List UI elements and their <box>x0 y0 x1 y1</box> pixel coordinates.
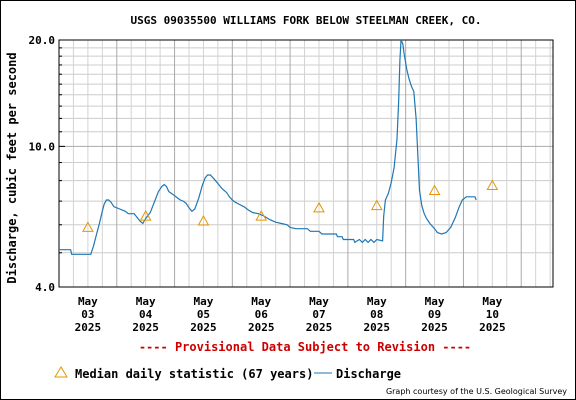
y-axis-label: Discharge, cubic feet per second <box>5 52 19 283</box>
x-tick-label: May <box>251 295 271 308</box>
x-tick-label: May <box>136 295 156 308</box>
x-tick-label: May <box>367 295 387 308</box>
x-tick-label: May <box>78 295 98 308</box>
provisional-notice: ---- Provisional Data Subject to Revisio… <box>139 340 471 354</box>
legend: Median daily statistic (67 years) Discha… <box>54 366 401 381</box>
x-tick-label: May <box>425 295 445 308</box>
graph-credit: Graph courtesy of the U.S. Geological Su… <box>386 387 567 396</box>
x-tick-label: 06 <box>255 308 269 321</box>
x-tick-label: 04 <box>139 308 153 321</box>
series-layer <box>59 39 499 255</box>
x-tick-label: 2025 <box>248 321 275 334</box>
y-tick-label: 20.0 <box>29 34 56 47</box>
median-point <box>82 221 94 232</box>
x-tick-label: 2025 <box>190 321 217 334</box>
x-tick-label: 08 <box>370 308 383 321</box>
grid-lines <box>59 39 553 288</box>
x-tick-label: 2025 <box>75 321 102 334</box>
x-tick-label: May <box>482 295 502 308</box>
median-point <box>255 210 268 221</box>
median-point <box>428 184 441 196</box>
plot-area <box>58 39 554 288</box>
y-tick-label: 4.0 <box>35 281 55 294</box>
x-tick-label: 2025 <box>306 321 333 334</box>
x-tick-label: 05 <box>197 308 210 321</box>
legend-discharge-label: Discharge <box>336 367 401 381</box>
median-point <box>370 199 383 211</box>
median-point <box>486 179 499 190</box>
y-tick-label: 10.0 <box>29 140 56 153</box>
median-point <box>313 201 325 213</box>
x-tick-label: 2025 <box>421 321 448 334</box>
axis-labels: 20.010.04.0May032025May042025May052025Ma… <box>29 34 506 334</box>
x-tick-label: 2025 <box>479 321 506 334</box>
x-tick-label: 2025 <box>132 321 159 334</box>
median-point <box>197 214 210 226</box>
x-tick-label: 2025 <box>364 321 391 334</box>
discharge-series-line <box>59 39 477 255</box>
x-tick-label: May <box>309 295 329 308</box>
chart-title: USGS 09035500 WILLIAMS FORK BELOW STEELM… <box>131 14 482 27</box>
x-tick-label: 03 <box>81 308 94 321</box>
x-tick-label: 07 <box>312 308 325 321</box>
median-point <box>139 210 152 221</box>
x-tick-label: 10 <box>486 308 499 321</box>
legend-median-label: Median daily statistic (67 years) <box>75 367 313 381</box>
x-tick-label: 09 <box>428 308 441 321</box>
x-tick-label: May <box>194 295 214 308</box>
legend-median-triangle-icon <box>54 366 68 378</box>
